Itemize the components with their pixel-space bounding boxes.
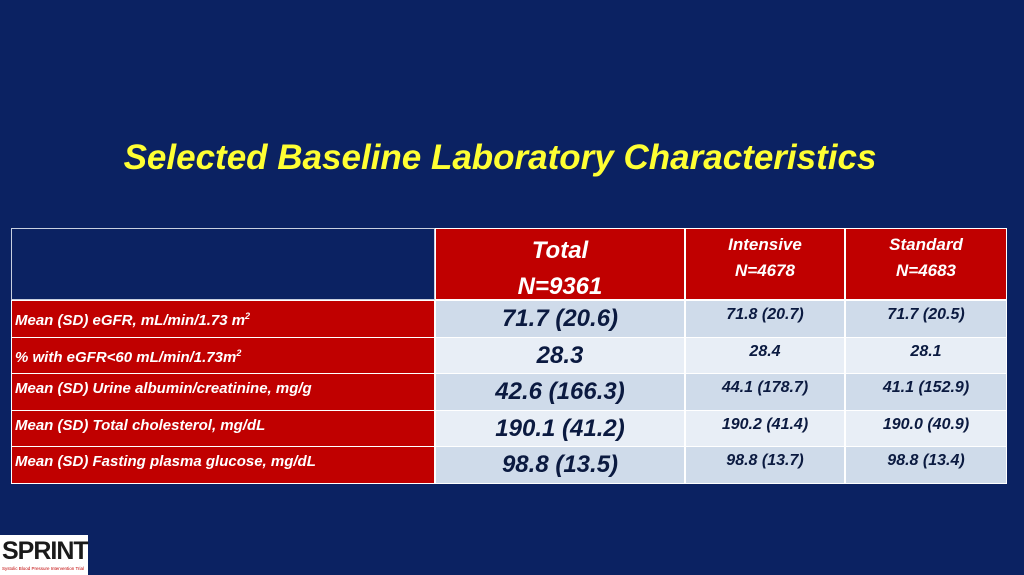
row-label-text: Mean (SD) Total cholesterol, mg/dL (15, 416, 266, 434)
header-n: N=4683 (895, 261, 957, 280)
data-cell: 28.3 (435, 336, 685, 375)
row-label-text: Mean (SD) Fasting plasma glucose, mg/dL (15, 453, 316, 471)
logo-name: SPRINT (2, 537, 89, 565)
data-cell: 28.1 (845, 336, 1007, 375)
header-label: Standard (889, 235, 963, 254)
slide-title: Selected Baseline Laboratory Characteris… (123, 138, 877, 177)
data-cell: 71.8 (20.7) (685, 300, 845, 338)
row-label: Mean (SD) Urine albumin/creatinine, mg/g (11, 373, 435, 411)
data-cell: 190.1 (41.2) (435, 409, 685, 448)
row-label: Mean (SD) eGFR, mL/min/1.73 m2 (11, 300, 435, 338)
header-n: N=9361 (517, 273, 603, 300)
data-cell: 41.1 (152.9) (845, 373, 1007, 411)
data-cell: 44.1 (178.7) (685, 373, 845, 411)
row-label: % with eGFR<60 mL/min/1.73m2 (11, 336, 435, 375)
superscript: 2 (245, 311, 251, 321)
row-label: Mean (SD) Fasting plasma glucose, mg/dL (11, 446, 435, 484)
data-cell: 98.8 (13.5) (435, 446, 685, 484)
logo-tagline: Systolic Blood Pressure Intervention Tri… (2, 566, 85, 571)
logo: SPRINT Systolic Blood Pressure Intervent… (0, 535, 89, 575)
header-blank-cell (11, 228, 435, 300)
header-cell: Standard N=4683 (845, 228, 1007, 300)
data-cell: 190.0 (40.9) (845, 409, 1007, 448)
header-cell: Intensive N=4678 (685, 228, 845, 300)
data-cell: 42.6 (166.3) (435, 373, 685, 411)
header-label: Intensive (728, 235, 802, 254)
data-cell: 71.7 (20.5) (845, 300, 1007, 338)
row-label-text: Mean (SD) Urine albumin/creatinine, mg/g (15, 380, 312, 398)
data-cell: 71.7 (20.6) (435, 300, 685, 338)
row-label-text: % with eGFR<60 mL/min/1.73m (15, 348, 237, 366)
data-cell: 28.4 (685, 336, 845, 375)
row-label: Mean (SD) Total cholesterol, mg/dL (11, 409, 435, 448)
data-cell: 98.8 (13.4) (845, 446, 1007, 484)
header-n: N=4678 (734, 261, 796, 280)
superscript: 2 (236, 347, 242, 358)
data-cell: 190.2 (41.4) (685, 409, 845, 448)
row-label-text: Mean (SD) eGFR, mL/min/1.73 m (15, 312, 246, 329)
data-cell: 98.8 (13.7) (685, 446, 845, 484)
header-cell: Total N=9361 (435, 228, 685, 300)
header-label: Total (531, 237, 589, 264)
